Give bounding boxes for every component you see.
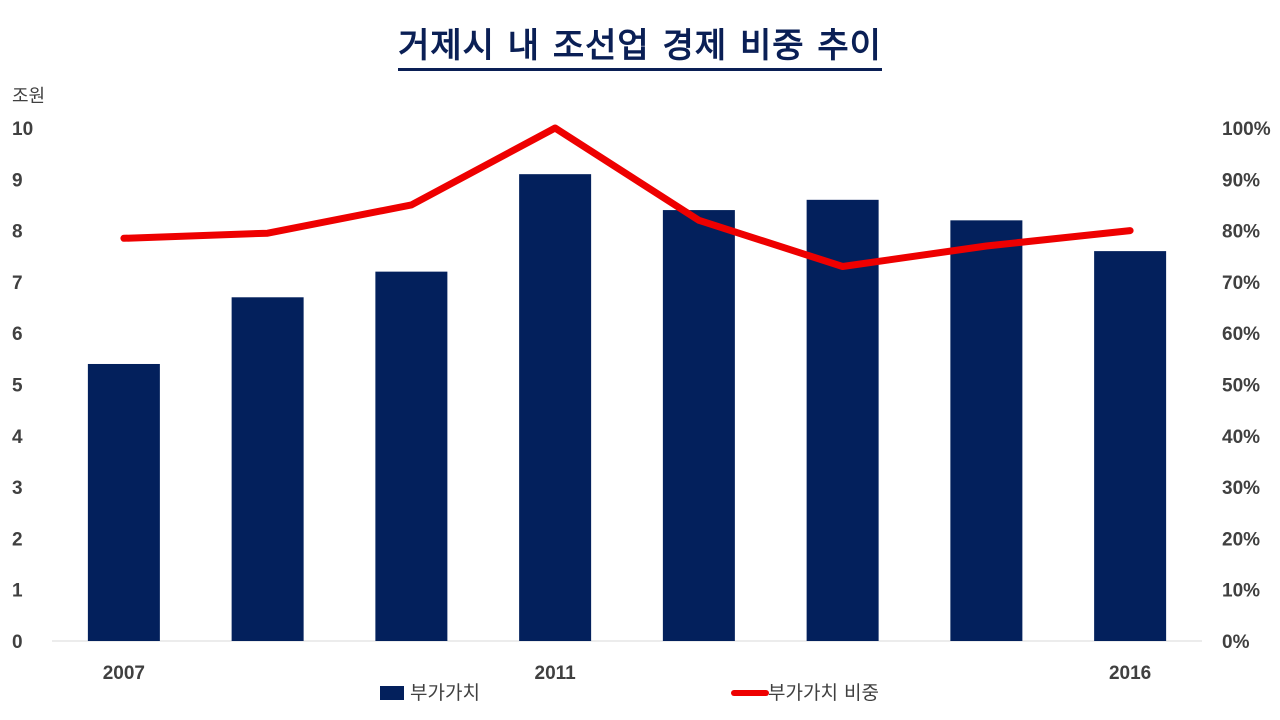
x-tick-label: 2007 <box>103 663 145 684</box>
line-series <box>120 124 1134 270</box>
bar <box>375 271 448 641</box>
bar <box>806 199 879 641</box>
y-tick-label: 10 <box>12 119 33 140</box>
legend-label-bar: 부가가치 <box>410 682 480 704</box>
bar <box>87 363 160 641</box>
y-tick-label: 0 <box>12 632 23 653</box>
y2-tick-label: 0% <box>1222 632 1250 653</box>
x-axis: 2007 2011 2016 <box>103 663 1152 684</box>
bar-series <box>87 174 1167 642</box>
x-tick-label: 2011 <box>535 663 577 684</box>
y2-tick-label: 20% <box>1222 529 1260 550</box>
y-axis-unit-label: 조원 <box>12 86 45 107</box>
y-axis-left: 0 1 2 3 4 5 6 7 8 9 10 <box>12 119 33 653</box>
bar <box>519 174 592 642</box>
y-tick-label: 2 <box>12 529 23 550</box>
bar <box>231 297 304 641</box>
legend-label-line: 부가가치 비중 <box>768 682 879 704</box>
y-tick-label: 3 <box>12 478 23 499</box>
chart-title: 거제시 내 조선업 경제 비중 추이 <box>0 18 1280 71</box>
y2-tick-label: 70% <box>1222 273 1260 294</box>
y2-tick-label: 80% <box>1222 222 1260 243</box>
y-tick-label: 6 <box>12 324 23 345</box>
y-axis-right: 0% 10% 20% 30% 40% 50% 60% 70% 80% 90% 100% <box>1222 119 1271 653</box>
bar <box>1094 251 1167 641</box>
y2-tick-label: 50% <box>1222 376 1260 397</box>
y-tick-label: 8 <box>12 222 23 243</box>
y2-tick-label: 40% <box>1222 427 1260 448</box>
series-line <box>120 124 1134 270</box>
y2-tick-label: 60% <box>1222 324 1260 345</box>
y-tick-label: 9 <box>12 170 23 191</box>
bar <box>950 220 1023 641</box>
x-tick-label: 2016 <box>1109 663 1151 684</box>
y-tick-label: 5 <box>12 376 23 397</box>
bar <box>662 210 735 641</box>
legend-swatch-bar <box>380 686 404 700</box>
y2-tick-label: 90% <box>1222 170 1260 191</box>
y2-tick-label: 30% <box>1222 478 1260 499</box>
y-tick-label: 1 <box>12 581 23 602</box>
y2-tick-label: 10% <box>1222 581 1260 602</box>
y2-tick-label: 100% <box>1222 119 1271 140</box>
y-tick-label: 4 <box>12 427 23 448</box>
legend: 부가가치 부가가치 비중 <box>380 682 879 704</box>
y-tick-label: 7 <box>12 273 23 294</box>
